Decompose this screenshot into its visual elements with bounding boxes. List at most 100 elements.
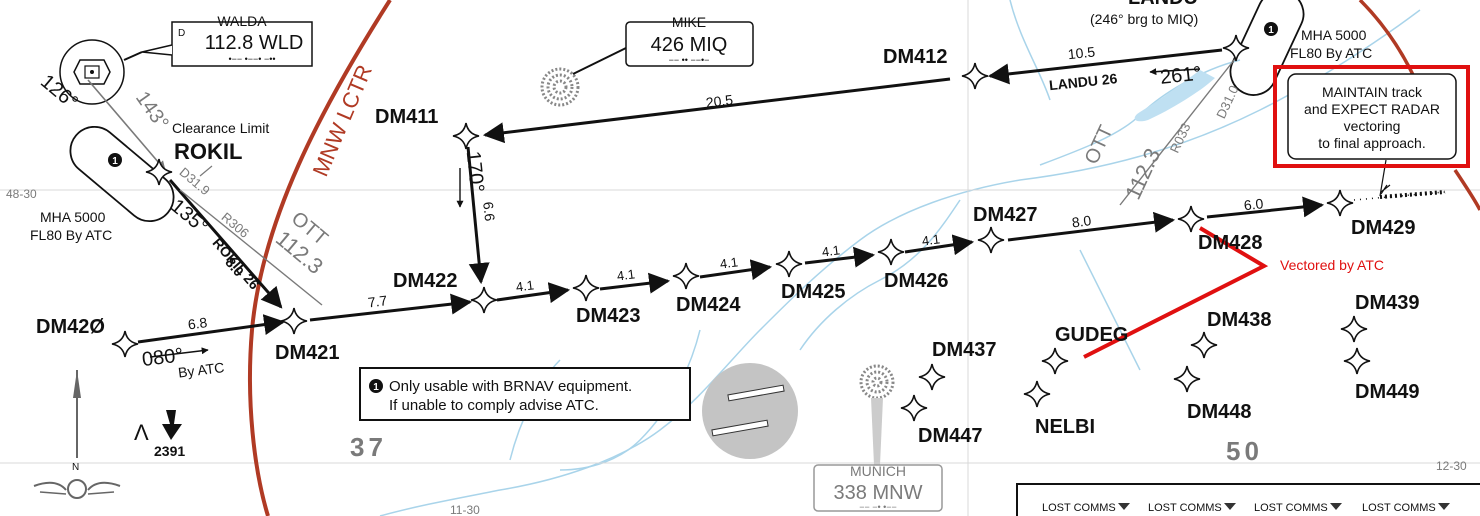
munich-freq-ident: 338 MNW <box>834 482 923 504</box>
dist-412-411: 20.5 <box>705 91 734 110</box>
mike-morse: −− •• −−•− <box>669 55 710 65</box>
walda-morse: •−− •−−• −•• <box>228 54 275 64</box>
dist-421-422: 7.7 <box>367 292 388 310</box>
svg-text:1: 1 <box>112 156 118 167</box>
fix-label-dm428: DM428 <box>1198 232 1262 254</box>
north-label: N <box>72 462 79 473</box>
area-label-50: 50 <box>1226 436 1263 466</box>
walda-prefix: D <box>178 28 185 39</box>
dist-427-428: 8.0 <box>1071 212 1092 230</box>
waypoint-nelbi <box>1023 380 1051 408</box>
fix-label-dm424: DM424 <box>676 294 741 316</box>
walda-navaid-box: D WALDA 112.8 WLD •−− •−−• −•• <box>141 13 313 67</box>
river-fill <box>1134 70 1215 122</box>
boundary-arc-mnw-lctr <box>247 0 392 516</box>
radial-r033: R033 <box>1167 121 1194 156</box>
brnav-note-marker: 1 <box>373 382 379 393</box>
ott-right-ident: OTT <box>1081 122 1118 168</box>
boundary-arc-right-lower <box>1453 169 1480 211</box>
mha-left-line2: FL80 By ATC <box>30 227 112 243</box>
fix-label-dm426: DM426 <box>884 270 948 292</box>
svg-text:1: 1 <box>1268 25 1274 36</box>
munich-morse: −− −• •−− <box>859 502 897 512</box>
fix-label-dm422: DM422 <box>393 270 457 292</box>
waypoint-dm438 <box>1190 331 1218 359</box>
maintain-track-callout: MAINTAIN track and EXPECT RADAR vectorin… <box>1273 65 1470 168</box>
fix-label-dm411: DM411 <box>375 106 438 128</box>
waypoint-landu <box>1222 34 1250 62</box>
airway-landu26: LANDU 26 <box>1048 70 1118 93</box>
landu-holding-pattern: 1 <box>1229 0 1305 96</box>
waypoint-dm439 <box>1340 315 1368 343</box>
waypoint-dm420 <box>111 330 139 358</box>
waypoint-dm427 <box>977 226 1005 254</box>
callout-line3: vectoring <box>1344 118 1401 134</box>
course-170: 170° <box>462 150 488 193</box>
dist-428-429: 6.0 <box>1243 195 1264 213</box>
mike-freq-ident: 426 MIQ <box>651 34 728 56</box>
lost-comms-strip: LOST COMMS LOST COMMS LOST COMMS LOST CO… <box>1016 483 1480 516</box>
mike-navaid-box: MIKE 426 MIQ −− •• −−•− <box>625 14 754 67</box>
route-lines <box>137 48 1325 344</box>
secondary-lines <box>87 49 1446 306</box>
mike-name: MIKE <box>672 14 706 30</box>
dist-420-421: 6.8 <box>187 314 208 332</box>
clearance-limit-label: Clearance Limit <box>172 120 269 136</box>
brnav-note-line1: Only usable with BRNAV equipment. <box>389 378 632 395</box>
dist-426-427: 4.1 <box>921 231 941 248</box>
waypoint-dm421 <box>280 307 308 335</box>
lost-comms-3: LOST COMMS <box>1254 502 1328 514</box>
grid-label-left-lat: 48-30 <box>6 187 37 201</box>
waypoint-gudeg <box>1041 347 1069 375</box>
course-126: 126° <box>36 70 82 113</box>
landu-bearing-note: (246° brg to MIQ) <box>1090 11 1198 27</box>
mike-ndb-symbol <box>540 47 627 107</box>
fix-label-dm448: DM448 <box>1187 401 1251 423</box>
river-lines <box>379 0 1421 516</box>
waypoint-dm447 <box>900 394 928 422</box>
waypoint-dm429 <box>1326 189 1354 217</box>
fix-label-dm447: DM447 <box>918 425 982 447</box>
rokil-holding-pattern: 1 <box>69 125 175 223</box>
fix-label-dm427: DM427 <box>973 204 1037 226</box>
waypoint-dm422 <box>470 286 498 314</box>
dist-423-424: 4.1 <box>616 266 636 283</box>
fix-label-nelbi: NELBI <box>1035 416 1095 438</box>
lost-comms-2: LOST COMMS <box>1148 502 1222 514</box>
mha-right-line2: FL80 By ATC <box>1290 45 1372 61</box>
dist-425-426: 4.1 <box>821 242 841 259</box>
mha-left-line1: MHA 5000 <box>40 209 106 225</box>
fix-label-dm412: DM412 <box>883 46 947 68</box>
callout-line2: and EXPECT RADAR <box>1304 101 1440 117</box>
north-arrow-icon: N <box>33 370 121 499</box>
waypoint-dm425 <box>775 250 803 278</box>
waypoint-dm448 <box>1173 365 1201 393</box>
waypoint-dm449 <box>1343 347 1371 375</box>
fix-label-dm449: DM449 <box>1355 381 1419 403</box>
brnav-note-box: 1 Only usable with BRNAV equipment. If u… <box>359 367 691 421</box>
waypoint-dm423 <box>572 274 600 302</box>
fix-label-dm438: DM438 <box>1207 309 1271 331</box>
fix-label-dm437: DM437 <box>932 339 996 361</box>
ott-right-freq: 112.3 <box>1120 144 1165 203</box>
grid-label-bottom-lon: 11-30 <box>450 503 480 516</box>
fix-label-dm420: DM42Ø <box>36 316 105 338</box>
waypoint-dm411 <box>452 122 480 150</box>
obstacle-symbol-glyph: Λ <box>134 420 149 445</box>
fix-label-dm421: DM421 <box>275 342 339 364</box>
fix-label-dm425: DM425 <box>781 281 845 303</box>
fix-label-dm423: DM423 <box>576 305 640 327</box>
obstacle-elevation: 2391 <box>154 443 185 459</box>
munich-navaid-box: MUNICH 338 MNW −− −• •−− <box>813 463 943 512</box>
callout-line1: MAINTAIN track <box>1322 84 1423 100</box>
dist-424-425: 4.1 <box>719 254 739 271</box>
lost-comms-1: LOST COMMS <box>1042 502 1116 514</box>
waypoint-dm426 <box>877 238 905 266</box>
callout-line4: to final approach. <box>1318 135 1425 151</box>
walda-name: WALDA <box>217 13 267 29</box>
lost-comms-4: LOST COMMS <box>1362 502 1436 514</box>
dist-411-422: 6.6 <box>480 201 498 222</box>
dist-landu-412: 10.5 <box>1067 43 1096 62</box>
